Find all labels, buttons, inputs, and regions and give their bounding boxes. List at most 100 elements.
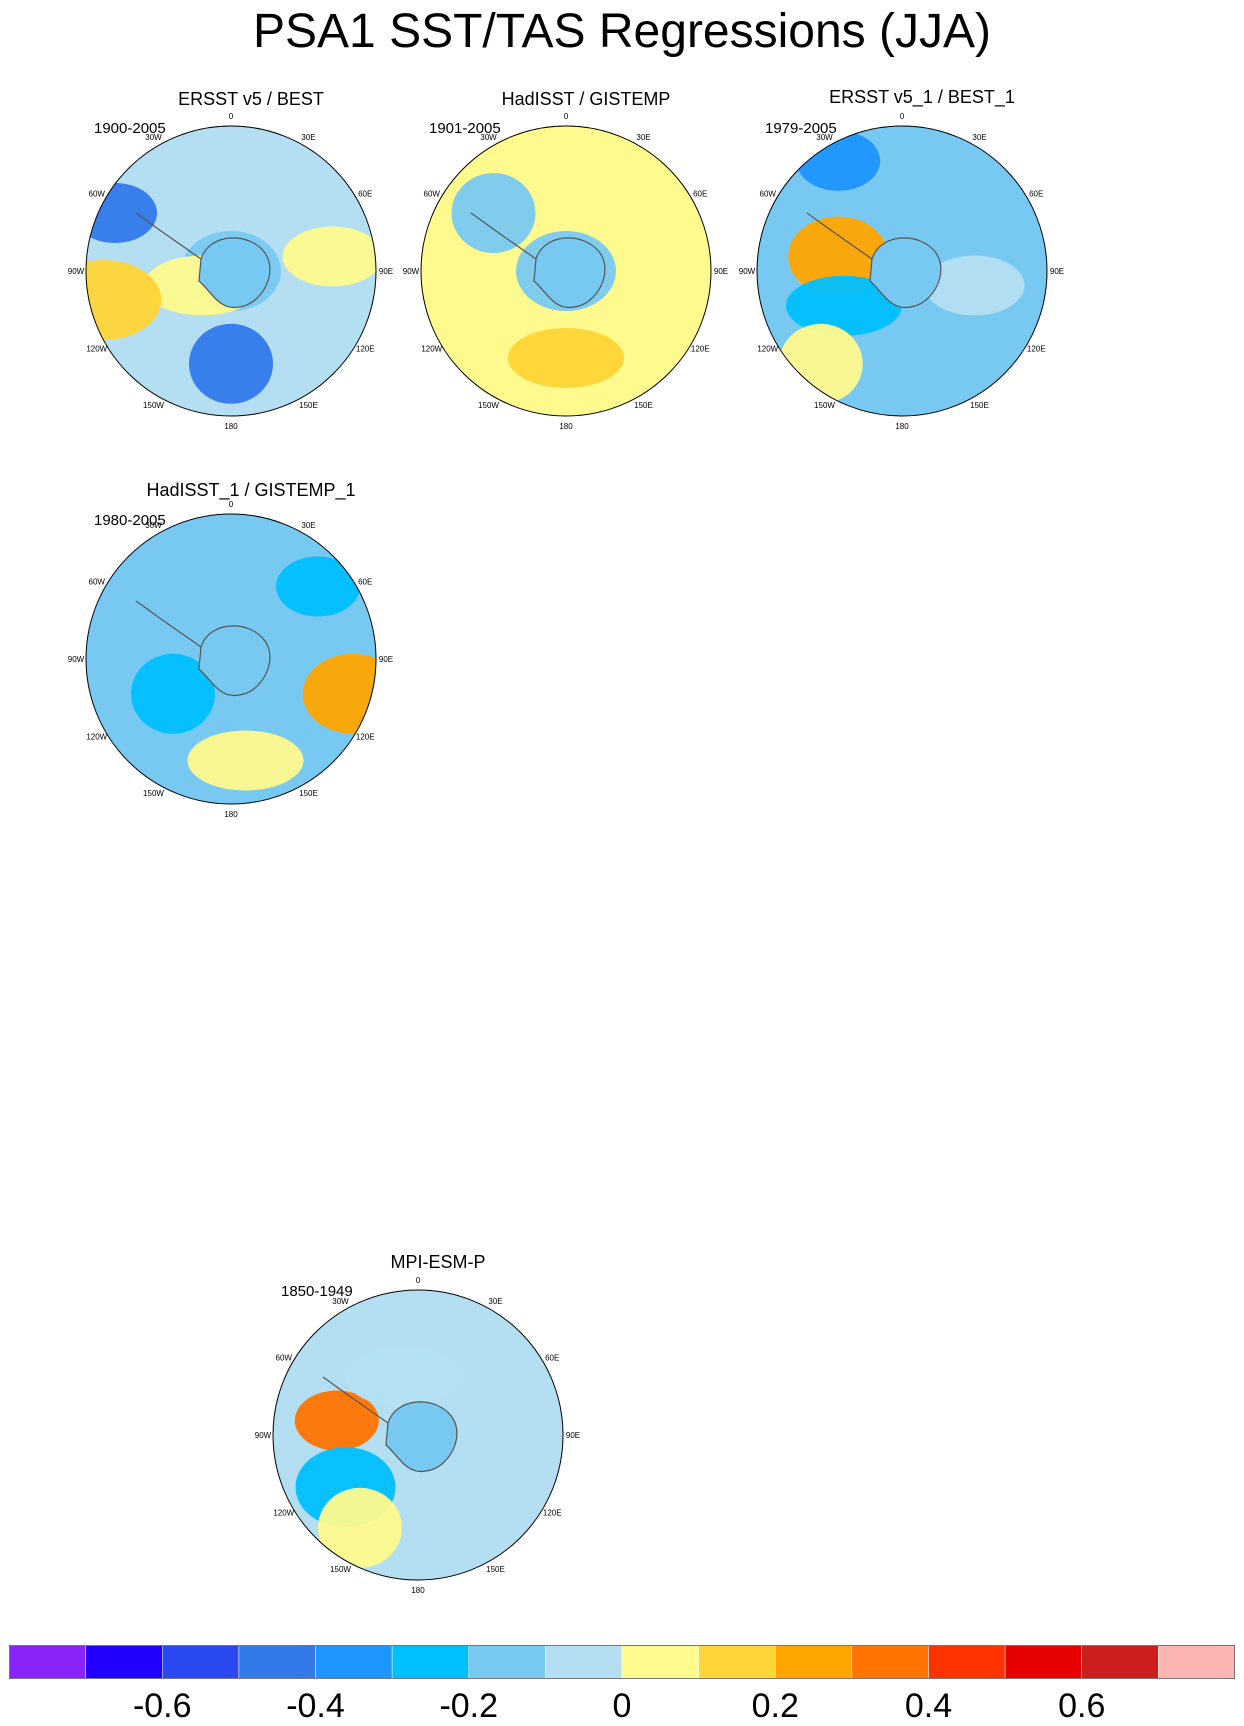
colorbar-tick-label: -0.4 — [286, 1687, 345, 1725]
polar-map: 0 30E 60E 90E 120E 150E 180 150W 120W 90W 60W 30W — [739, 112, 1064, 431]
anomaly-region — [788, 216, 889, 297]
map-panel-hadisst1-gistemp1: HadISST_1 / GISTEMP_1 1980-2005 0 30E 60E 9… — [68, 476, 431, 836]
polar-map: 0 30E 60E 90E 120E 150E 180 150W 120W 90W 60W 30W — [255, 1276, 580, 1595]
figure-title: PSA1 SST/TAS Regressions (JJA) — [253, 5, 991, 58]
longitude-label: 90W — [403, 267, 420, 276]
colorbar-swatch — [162, 1645, 240, 1680]
colorbar-swatch — [698, 1645, 776, 1680]
colorbar-swatch — [775, 1645, 853, 1680]
longitude-label: 120E — [691, 345, 710, 354]
panel-title: MPI-ESM-P — [390, 1252, 486, 1272]
longitude-label: 150W — [143, 789, 164, 798]
map-border — [272, 1289, 564, 1581]
longitude-label: 120E — [356, 733, 375, 742]
longitude-label: 120W — [757, 345, 778, 354]
longitude-label: 90E — [1050, 267, 1064, 276]
colorbar-tick-label: -0.2 — [439, 1687, 499, 1725]
peninsula-coastline — [322, 1376, 389, 1424]
longitude-label: 90E — [379, 655, 393, 664]
colorbar-swatch — [545, 1645, 623, 1680]
polar-map: 0 30E 60E 90E 120E 150E 180 150W 120W 90W 60W 30W — [403, 112, 728, 431]
polar-map: 0 30E 60E 90E 120E 150E 180 150W 120W 90W 60W 30W — [68, 112, 393, 431]
colorbar-swatch — [9, 1645, 86, 1680]
colorbar-swatch — [1004, 1645, 1082, 1680]
longitude-label: 180 — [224, 810, 238, 819]
peninsula-coastline — [470, 212, 537, 260]
longitude-label: 60E — [358, 578, 372, 587]
longitude-label: 30W — [816, 133, 833, 142]
longitude-label: 180 — [224, 422, 238, 431]
map-border — [85, 513, 377, 805]
longitude-label: 150W — [143, 401, 164, 410]
longitude-label: 90W — [739, 267, 756, 276]
colorbar-swatch — [928, 1645, 1006, 1680]
anomaly-region — [778, 323, 863, 404]
longitude-label: 60W — [424, 190, 441, 199]
anomaly-region — [189, 323, 273, 404]
antarctica-coastline — [869, 237, 942, 309]
panel-years: 1850-1949 — [281, 1283, 353, 1300]
longitude-label: 120W — [273, 1509, 294, 1518]
colorbar-swatch — [851, 1645, 929, 1680]
longitude-label: 60W — [276, 1354, 293, 1363]
anomaly-region — [508, 328, 624, 388]
anomaly-region — [294, 1390, 379, 1451]
map-panel-mpi-esm-p: MPI-ESM-P 1850-1949 0 30E 60E 90E 120E 150E 18… — [255, 1252, 618, 1612]
colorbar-swatch — [315, 1645, 393, 1680]
colorbar — [9, 1645, 1235, 1680]
anomaly-region — [524, 148, 608, 209]
longitude-label: 30W — [145, 521, 162, 530]
colorbar-tick-label: -0.6 — [132, 1687, 192, 1725]
antarctica-coastline — [198, 625, 271, 697]
longitude-label: 150E — [299, 401, 318, 410]
longitude-label: 90W — [255, 1431, 272, 1440]
longitude-label: 90E — [566, 1431, 580, 1440]
longitude-label: 90W — [68, 267, 85, 276]
panel-title: HadISST_1 / GISTEMP_1 — [146, 480, 356, 500]
longitude-label: 120W — [421, 345, 442, 354]
panel-years: 1980-2005 — [94, 512, 166, 529]
antarctica-coastline — [385, 1401, 458, 1473]
polar-map: 0 30E 60E 90E 120E 150E 180 150W 120W 90W 60W 30W — [68, 500, 393, 819]
colorbar-tick-label: 0.2 — [751, 1687, 799, 1725]
longitude-label: 0 — [229, 500, 234, 509]
longitude-label: 0 — [416, 1276, 421, 1285]
longitude-label: 90W — [68, 655, 85, 664]
panel-title: HadISST / GISTEMP — [501, 89, 671, 109]
longitude-label: 120E — [1027, 345, 1046, 354]
longitude-label: 150W — [814, 401, 835, 410]
map-panel-ersst1-best1: ERSST v5_1 / BEST_1 1979-2005 0 30E 60E 90E… — [739, 87, 1102, 448]
longitude-label: 120W — [86, 345, 107, 354]
map-border — [85, 125, 377, 417]
anomaly-region — [302, 653, 376, 734]
longitude-label: 180 — [411, 1586, 425, 1595]
longitude-label: 60W — [760, 190, 777, 199]
longitude-label: 60E — [693, 190, 707, 199]
longitude-label: 30W — [480, 133, 497, 142]
peninsula-coastline — [135, 212, 202, 260]
map-border — [420, 125, 712, 417]
longitude-label: 150W — [478, 401, 499, 410]
anomaly-region — [924, 255, 1025, 316]
longitude-label: 60E — [1029, 190, 1043, 199]
panel-title: ERSST v5_1 / BEST_1 — [829, 87, 1015, 107]
longitude-label: 180 — [895, 422, 909, 431]
longitude-label: 60W — [89, 578, 106, 587]
anomaly-region — [276, 556, 360, 617]
longitude-label: 180 — [559, 422, 573, 431]
anomaly-region — [131, 653, 215, 734]
colorbar-tick-label: 0.6 — [1058, 1687, 1106, 1725]
longitude-label: 60W — [89, 190, 106, 199]
colorbar-tick-label: 0 — [612, 1687, 632, 1725]
longitude-label: 30E — [301, 133, 315, 142]
longitude-label: 30W — [145, 133, 162, 142]
anomaly-region — [187, 730, 304, 791]
colorbar-swatch — [1158, 1645, 1235, 1680]
longitude-label: 30E — [301, 521, 315, 530]
panel-years: 1979-2005 — [765, 120, 837, 137]
longitude-label: 150E — [634, 401, 653, 410]
longitude-label: 120E — [356, 345, 375, 354]
longitude-label: 0 — [564, 112, 569, 121]
panel-years: 1901-2005 — [429, 120, 501, 137]
colorbar-outline — [9, 1645, 1235, 1679]
